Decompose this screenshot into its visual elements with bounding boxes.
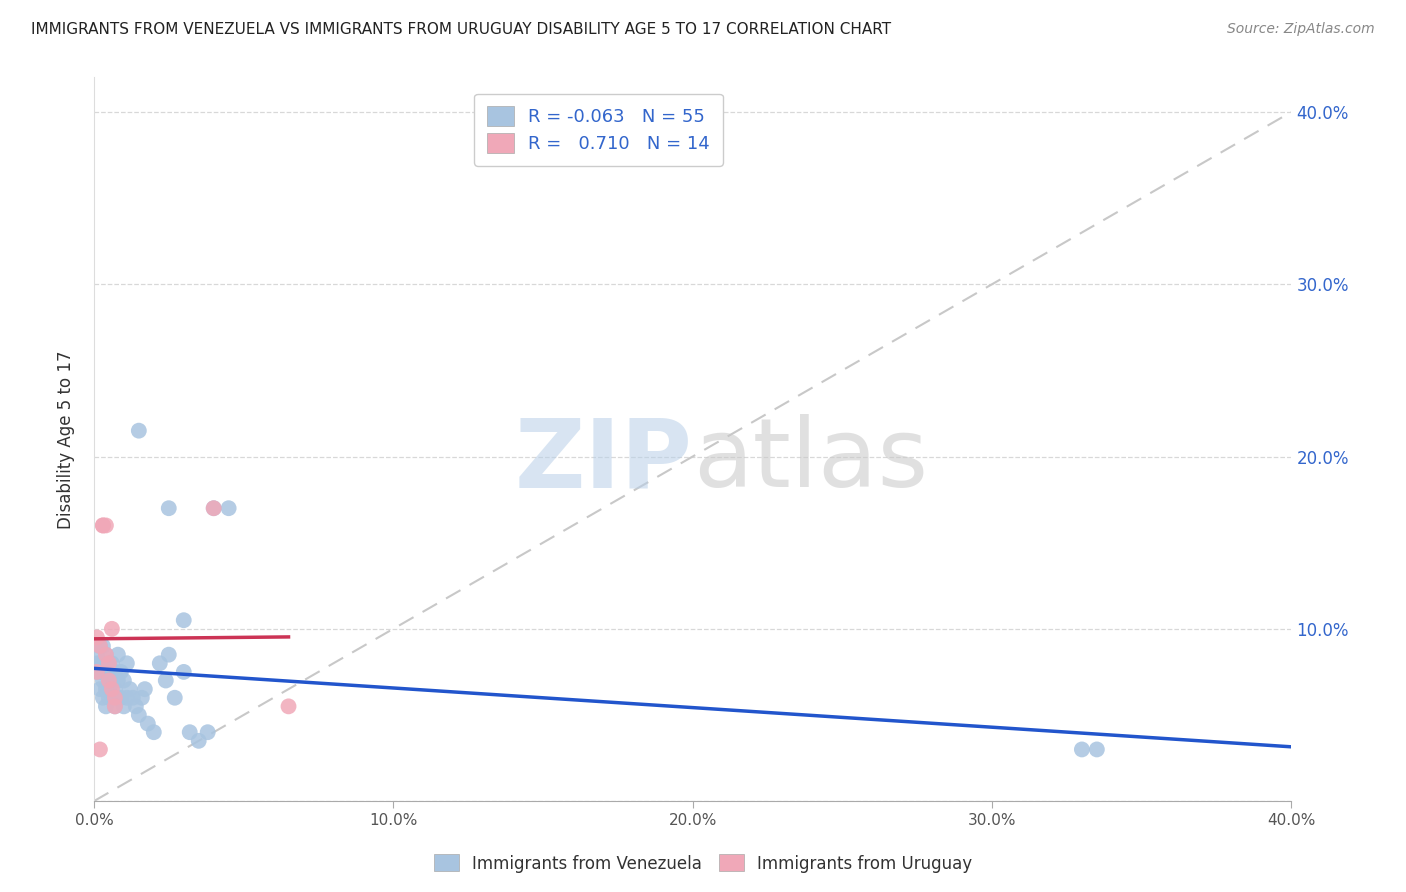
Point xyxy=(97,657,120,671)
Point xyxy=(94,648,117,662)
Point xyxy=(107,648,129,662)
Point xyxy=(101,622,124,636)
Point xyxy=(86,665,108,679)
Point xyxy=(134,682,156,697)
Point xyxy=(104,665,127,679)
Point xyxy=(91,657,114,671)
Point xyxy=(97,673,120,688)
Point xyxy=(107,673,129,688)
Legend: R = -0.063   N = 55, R =   0.710   N = 14: R = -0.063 N = 55, R = 0.710 N = 14 xyxy=(474,94,723,166)
Point xyxy=(97,673,120,688)
Point xyxy=(131,690,153,705)
Point xyxy=(202,501,225,516)
Point xyxy=(155,673,177,688)
Point xyxy=(91,639,114,653)
Point xyxy=(110,665,132,679)
Point xyxy=(91,665,114,679)
Point xyxy=(142,725,165,739)
Point xyxy=(173,665,195,679)
Text: ZIP: ZIP xyxy=(515,415,693,508)
Point xyxy=(197,725,219,739)
Point xyxy=(110,690,132,705)
Point xyxy=(101,657,124,671)
Point xyxy=(112,673,135,688)
Point xyxy=(86,665,108,679)
Point xyxy=(157,648,180,662)
Point xyxy=(86,631,108,645)
Point xyxy=(128,424,150,438)
Point xyxy=(89,665,111,679)
Point xyxy=(1085,742,1108,756)
Point xyxy=(173,613,195,627)
Point xyxy=(157,501,180,516)
Point xyxy=(86,657,108,671)
Point xyxy=(89,657,111,671)
Point xyxy=(86,648,108,662)
Text: atlas: atlas xyxy=(693,415,928,508)
Point xyxy=(97,665,120,679)
Point xyxy=(104,690,127,705)
Point xyxy=(112,699,135,714)
Point xyxy=(163,690,186,705)
Point xyxy=(118,682,141,697)
Point xyxy=(115,657,138,671)
Point xyxy=(89,639,111,653)
Point xyxy=(91,690,114,705)
Text: Source: ZipAtlas.com: Source: ZipAtlas.com xyxy=(1227,22,1375,37)
Point xyxy=(218,501,240,516)
Point xyxy=(121,690,143,705)
Point xyxy=(104,699,127,714)
Point xyxy=(89,639,111,653)
Point xyxy=(91,518,114,533)
Point xyxy=(115,690,138,705)
Point xyxy=(94,518,117,533)
Point xyxy=(101,682,124,697)
Point xyxy=(202,501,225,516)
Point xyxy=(187,734,209,748)
Point xyxy=(91,518,114,533)
Point xyxy=(179,725,201,739)
Y-axis label: Disability Age 5 to 17: Disability Age 5 to 17 xyxy=(58,350,75,529)
Text: IMMIGRANTS FROM VENEZUELA VS IMMIGRANTS FROM URUGUAY DISABILITY AGE 5 TO 17 CORR: IMMIGRANTS FROM VENEZUELA VS IMMIGRANTS … xyxy=(31,22,891,37)
Point xyxy=(101,673,124,688)
Point xyxy=(97,657,120,671)
Point xyxy=(97,682,120,697)
Point xyxy=(104,699,127,714)
Point xyxy=(1070,742,1092,756)
Point xyxy=(94,665,117,679)
Point xyxy=(107,690,129,705)
Point xyxy=(136,716,159,731)
Point xyxy=(94,682,117,697)
Point xyxy=(101,690,124,705)
Point xyxy=(91,673,114,688)
Legend: Immigrants from Venezuela, Immigrants from Uruguay: Immigrants from Venezuela, Immigrants fr… xyxy=(427,847,979,880)
Point xyxy=(277,699,299,714)
Point xyxy=(89,742,111,756)
Point xyxy=(128,708,150,723)
Point xyxy=(97,690,120,705)
Point xyxy=(94,648,117,662)
Point xyxy=(89,682,111,697)
Point xyxy=(125,699,148,714)
Point xyxy=(149,657,172,671)
Point xyxy=(94,699,117,714)
Point xyxy=(104,682,127,697)
